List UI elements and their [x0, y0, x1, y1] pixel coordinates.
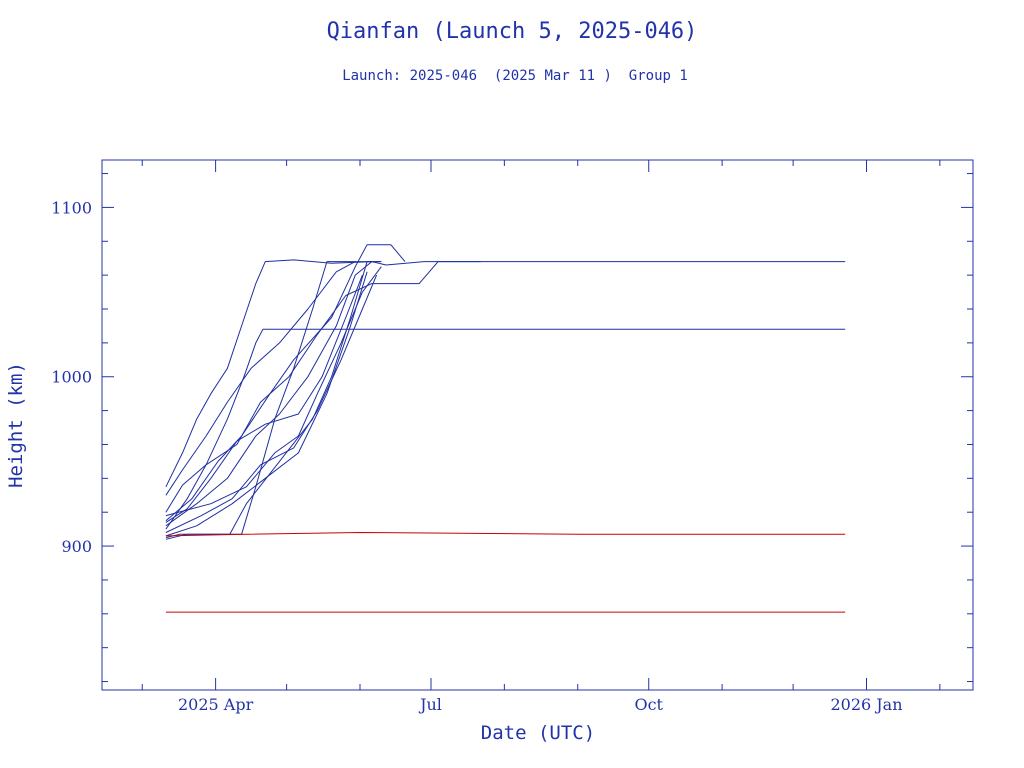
series-line-3 [165, 261, 382, 540]
x-axis-label: Date (UTC) [481, 722, 595, 744]
series-line-6 [165, 261, 373, 527]
series-line-4 [165, 244, 406, 522]
series-line-12 [165, 532, 846, 537]
series-line-8 [165, 274, 378, 533]
x-tick-label: 2025 Apr [178, 695, 254, 714]
series-line-5 [165, 261, 481, 513]
series-line-10 [165, 274, 363, 523]
plot-frame [101, 159, 974, 691]
axis-layer [101, 159, 974, 691]
y-tick-label: 900 [61, 537, 92, 556]
x-tick-label: 2026 Jan [830, 695, 902, 714]
series-line-11 [165, 271, 368, 537]
x-tick-label: Oct [634, 695, 663, 714]
x-tick-label: Jul [418, 695, 442, 714]
series-line-9 [165, 261, 356, 496]
series-layer [165, 244, 846, 613]
series-line-0 [165, 259, 846, 488]
series-line-2 [165, 261, 382, 539]
series-line-1 [165, 328, 846, 530]
chart-subtitle: Launch: 2025-046 (2025 Mar 11 ) Group 1 [342, 68, 688, 84]
chart-title: Qianfan (Launch 5, 2025-046) [327, 19, 698, 44]
y-tick-label: 1000 [51, 368, 92, 387]
y-tick-label: 1100 [51, 198, 92, 217]
y-axis-label: Height (km) [5, 362, 27, 488]
tick-labels: 2025 Apr Jul Oct 2026 Jan 900 1000 1100 [51, 198, 902, 714]
